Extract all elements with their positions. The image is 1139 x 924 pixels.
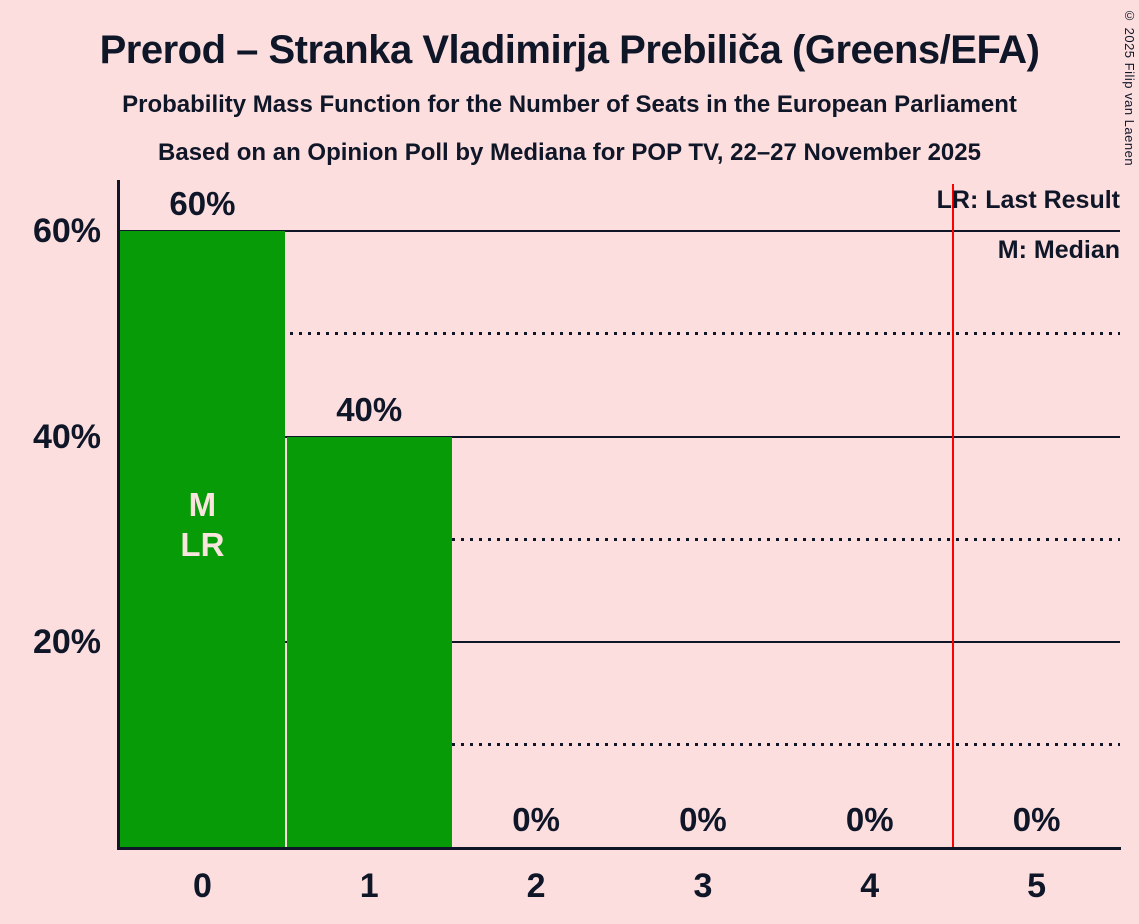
red-vertical-line (952, 184, 955, 847)
annotation-lr: LR (180, 526, 225, 563)
bar-value-label-2: 0% (512, 801, 560, 838)
x-axis-label-4: 4 (860, 867, 880, 905)
y-axis-line (117, 180, 120, 850)
gridline-solid-40 (119, 435, 1120, 438)
chart-poll-source-line: Based on an Opinion Poll by Mediana for … (158, 139, 981, 166)
bar-value-label-1: 40% (336, 390, 403, 428)
gridline-dotted-10 (119, 742, 1120, 746)
bar-annotation: M LR (119, 485, 286, 565)
bar-seats-0 (120, 231, 285, 847)
bar-value-label-4: 0% (845, 801, 894, 838)
bar-value-label-3: 0% (679, 801, 727, 838)
x-axis-label-1: 1 (359, 867, 379, 905)
x-axis-line (117, 847, 1121, 850)
x-axis-labels: 0 1 2 3 4 5 (119, 864, 1120, 910)
annotation-m: M (188, 486, 217, 523)
y-axis-labels: 20% 40% 60% (0, 180, 101, 847)
bar-seats-1 (286, 436, 452, 847)
x-axis-label-3: 3 (693, 867, 713, 905)
legend-last-result: LR: Last Result (936, 186, 1120, 214)
gridline-dotted-30 (119, 537, 1120, 541)
gridline-solid-60 (119, 230, 1120, 233)
gridline-solid-20 (119, 640, 1120, 643)
chart-subtitle: Probability Mass Function for the Number… (122, 91, 1017, 118)
x-axis-label-5: 5 (1027, 867, 1047, 905)
bar-value-label-5: 0% (1012, 801, 1061, 838)
x-axis-label-2: 2 (526, 867, 546, 905)
gridline-dotted-50 (119, 332, 1120, 336)
x-axis-label-0: 0 (192, 867, 212, 905)
y-axis-label-40%: 40% (32, 417, 101, 456)
y-axis-label-60%: 60% (32, 212, 101, 251)
y-axis-label-20%: 20% (32, 622, 101, 661)
bar-value-label-0: 60% (169, 185, 236, 223)
plot-area: 60% 40% 0% 0% 0% 0% M LR (119, 180, 1120, 847)
legend-median: M: Median (997, 236, 1120, 264)
chart-title: Prerod – Stranka Vladimirja Prebiliča (G… (99, 28, 1040, 72)
copyright-note: © 2025 Filip van Laenen (1122, 8, 1137, 167)
